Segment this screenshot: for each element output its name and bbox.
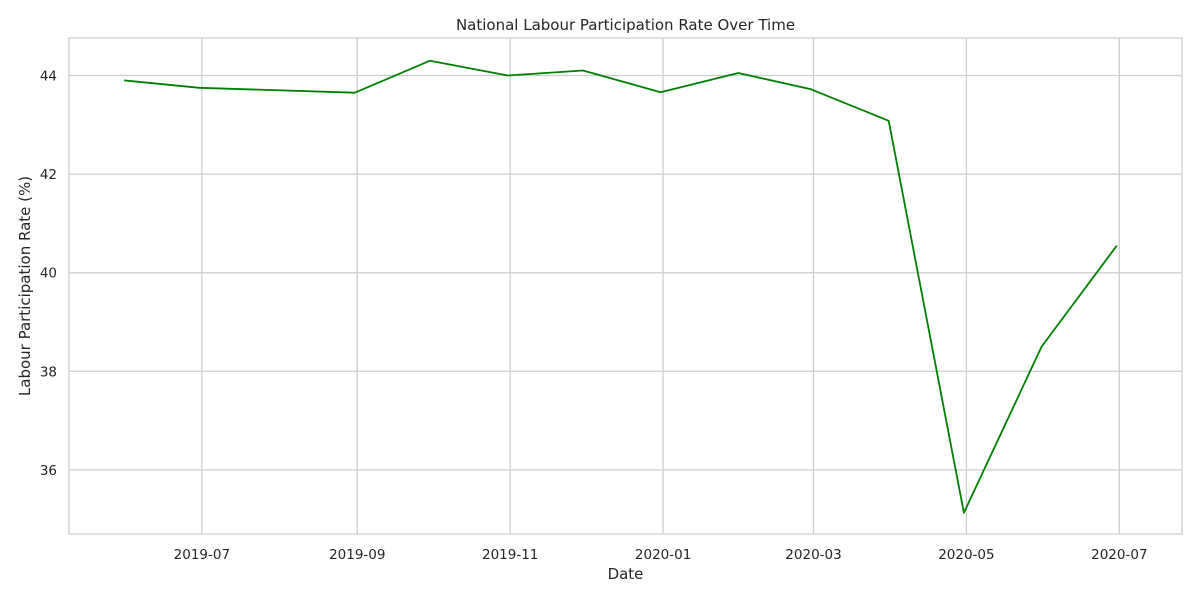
x-tick-label: 2019-09 xyxy=(329,547,385,563)
y-axis-label: Labour Participation Rate (%) xyxy=(16,176,34,396)
x-axis-ticks: 2019-07 2019-09 2019-11 2020-01 2020-03 2020-… xyxy=(174,547,1148,563)
plot-frame xyxy=(68,37,1183,535)
x-tick-label: 2020-07 xyxy=(1091,547,1147,563)
x-tick-label: 2019-11 xyxy=(482,547,538,563)
x-tick-label: 2020-03 xyxy=(785,547,841,563)
grid-lines xyxy=(69,38,1182,534)
y-tick-label: 44 xyxy=(40,68,57,84)
y-tick-label: 42 xyxy=(40,167,57,183)
x-axis-label: Date xyxy=(608,565,644,583)
x-tick-label: 2019-07 xyxy=(174,547,230,563)
y-tick-label: 38 xyxy=(40,364,57,380)
x-tick-label: 2020-01 xyxy=(635,547,691,563)
y-tick-label: 36 xyxy=(40,463,57,479)
x-tick-label: 2020-05 xyxy=(938,547,994,563)
series-layer xyxy=(124,59,1118,514)
y-axis-ticks: 36 38 40 42 44 xyxy=(40,68,57,478)
series-line xyxy=(124,59,1118,514)
y-tick-label: 40 xyxy=(40,266,57,282)
chart-title: National Labour Participation Rate Over … xyxy=(456,16,795,34)
